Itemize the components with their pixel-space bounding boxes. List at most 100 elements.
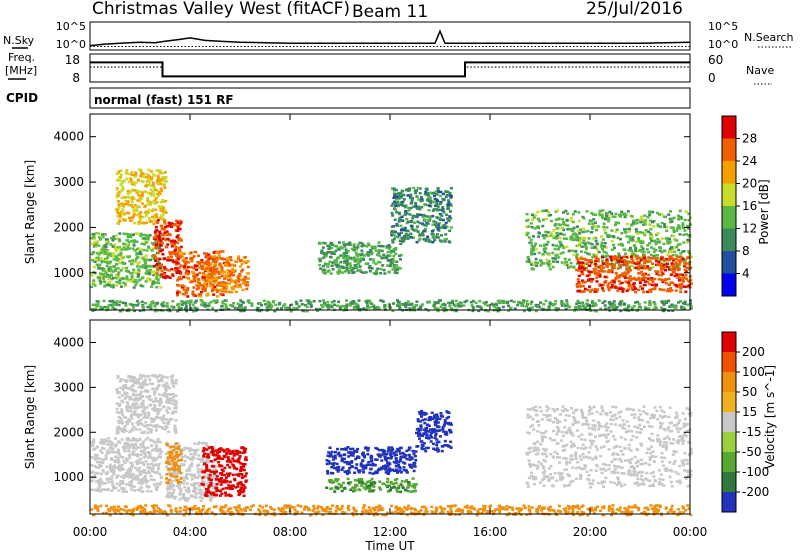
data-cell [260,304,264,307]
data-cell [136,378,139,381]
data-cell [134,478,138,481]
data-cell [312,300,316,303]
data-cell [130,198,134,201]
data-cell [94,245,98,248]
nsky-series-line [89,29,691,47]
data-cell [125,275,129,278]
data-cell [630,215,634,218]
data-cell [456,303,460,306]
data-cell [650,235,654,239]
data-cell [113,459,117,462]
data-cell [112,472,116,476]
data-cell [139,197,143,201]
data-cell [119,269,123,272]
data-cell [575,302,579,305]
data-cell [531,235,535,238]
data-cell [604,262,608,266]
data-cell [669,273,673,276]
data-cell [159,209,163,212]
data-cell [212,251,216,254]
data-cell [120,475,124,478]
data-cell [221,250,225,253]
data-cell [185,300,188,303]
data-cell [237,255,240,258]
data-cell [121,482,125,485]
data-cell [136,415,140,418]
data-cell [114,460,118,463]
data-cell [159,275,163,279]
data-cell [195,307,199,310]
data-cell [166,259,170,262]
data-cell [607,214,611,218]
data-cell [264,303,268,306]
data-cell [162,210,166,214]
data-cell [435,233,439,236]
data-cell [681,257,685,261]
data-cell [119,469,123,472]
data-cell [590,227,594,230]
data-cell [196,457,200,461]
data-cell [442,211,446,214]
data-cell [679,215,683,219]
data-cell [641,247,645,251]
data-cell [170,485,174,489]
data-cell [162,414,166,417]
data-cell [103,252,107,255]
data-cell [136,179,140,182]
data-cell [148,423,152,427]
data-cell [615,274,619,277]
data-cell [152,409,156,412]
data-cell [418,208,422,211]
data-cell [680,282,684,286]
data-cell [576,229,580,233]
data-cell [426,235,430,239]
data-cell [141,304,145,308]
data-cell [197,279,201,282]
data-cell [397,197,401,200]
data-cell [115,427,119,430]
data-cell [600,214,604,217]
data-cell [421,222,425,225]
data-cell [97,466,101,469]
data-cell [431,233,435,236]
data-cell [396,224,399,227]
data-cell [583,287,587,291]
data-cell [678,227,682,230]
data-cell [643,256,647,260]
data-cell [618,260,622,263]
data-cell [138,470,142,474]
data-cell [538,220,542,223]
data-cell [187,466,191,469]
data-cell [154,226,158,229]
data-cell [186,295,190,298]
data-cell [648,288,652,292]
data-cell [614,212,618,216]
data-cell [195,268,199,271]
data-cell [450,308,454,311]
data-cell [433,302,437,306]
data-cell [383,272,387,275]
data-cell [141,221,145,224]
data-cell [146,177,150,181]
data-cell [374,249,378,252]
data-cell [570,229,574,232]
data-cell [168,309,172,312]
data-cell [632,219,636,222]
data-cell [387,271,391,274]
data-cell [643,283,647,287]
data-cell [685,256,689,260]
data-cell [417,205,421,209]
data-cell [674,306,677,309]
data-cell [655,272,659,276]
data-cell [250,304,254,307]
data-cell [613,284,617,288]
data-cell [341,271,345,274]
data-cell [386,250,390,254]
data-cell [616,236,620,240]
data-cell [300,303,304,306]
data-cell [683,261,687,265]
data-cell [238,306,242,309]
data-cell [679,300,683,303]
data-cell [238,274,242,278]
data-cell [161,304,165,308]
